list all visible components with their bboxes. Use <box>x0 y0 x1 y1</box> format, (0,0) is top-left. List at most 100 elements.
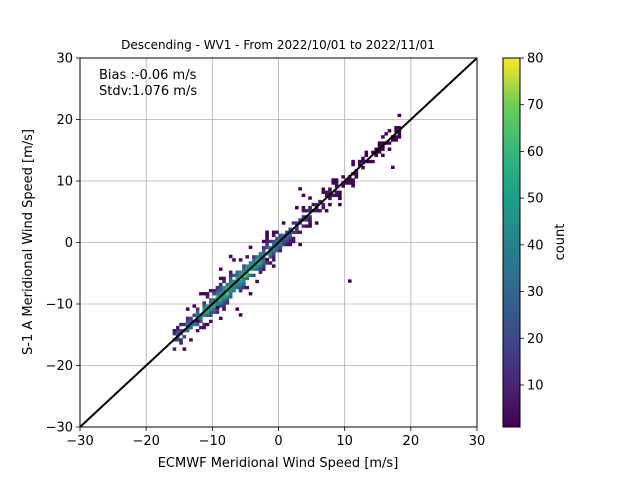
density-cell <box>311 202 316 207</box>
density-cell <box>291 221 296 225</box>
density-cell <box>222 307 226 311</box>
density-cell <box>195 310 200 314</box>
colorbar-tick-label: 80 <box>527 52 544 67</box>
bias-annotation: Bias :-0.06 m/s <box>99 68 197 83</box>
density-cell <box>179 322 183 327</box>
density-cell <box>275 230 279 234</box>
density-cell <box>261 252 266 256</box>
density-cell <box>232 288 236 293</box>
x-axis-label: ECMWF Meridional Wind Speed [m/s] <box>158 456 399 471</box>
density-cell <box>242 285 246 290</box>
density-cell <box>252 273 256 277</box>
colorbar: 10 20 30 40 50 60 70 80 count <box>502 52 568 428</box>
density-cell <box>202 322 207 327</box>
density-cell <box>265 233 269 238</box>
density-cell <box>301 205 306 210</box>
density-cell <box>189 316 193 321</box>
density-cell <box>285 239 289 244</box>
density-cell <box>222 304 226 308</box>
density-cell <box>295 230 299 234</box>
density-cell <box>222 288 226 293</box>
density-cell <box>347 181 352 185</box>
density-cell <box>265 245 269 250</box>
density-cell <box>271 264 276 268</box>
y-axis-label: S-1 A Meridional Wind Speed [m/s] <box>21 129 36 355</box>
density-cell <box>351 181 355 185</box>
density-cell <box>238 288 243 293</box>
y-tick-label: −30 <box>46 421 73 436</box>
density-cell <box>245 255 250 259</box>
density-cell <box>351 159 355 164</box>
x-tick-label: −10 <box>199 434 226 449</box>
density-cell <box>228 273 233 277</box>
density-cell <box>238 279 243 284</box>
x-tick-label: −20 <box>132 434 159 449</box>
density-cell <box>285 242 289 247</box>
density-cell <box>225 298 230 302</box>
density-cell <box>218 282 223 287</box>
density-cell <box>182 347 187 351</box>
density-cell <box>218 292 223 296</box>
density-cell <box>341 184 345 188</box>
density-cell <box>248 261 253 265</box>
density-cell <box>354 172 359 176</box>
density-cell <box>295 221 299 225</box>
density-cell <box>242 279 246 284</box>
density-cell <box>215 288 220 293</box>
density-cell <box>278 233 283 238</box>
density-cell <box>238 270 243 274</box>
density-cell <box>261 249 266 253</box>
density-cell <box>304 218 309 222</box>
density-cell <box>321 205 326 210</box>
density-cell <box>384 132 388 136</box>
density-cell <box>212 310 216 314</box>
density-cell <box>205 292 210 296</box>
y-tick-label: −10 <box>46 298 73 313</box>
density-cell <box>321 190 326 194</box>
density-cell <box>245 276 250 281</box>
density-cell <box>172 332 177 336</box>
density-cell <box>288 233 293 238</box>
density-cell <box>199 292 203 296</box>
colorbar-tick-label: 20 <box>527 332 544 347</box>
density-cell <box>394 129 398 133</box>
density-cell <box>394 138 398 142</box>
density-cell <box>387 147 392 151</box>
density-cell <box>215 292 220 296</box>
density-cell <box>268 252 273 256</box>
density-cell <box>228 292 233 296</box>
density-cell <box>258 255 263 259</box>
density-cell <box>338 202 342 207</box>
density-cell <box>387 129 392 133</box>
density-cell <box>308 221 312 225</box>
density-cell <box>357 159 362 164</box>
colorbar-label: count <box>553 224 568 261</box>
density-cell <box>308 215 312 219</box>
density-cell <box>209 288 213 293</box>
density-cell <box>252 258 256 262</box>
density-cell <box>179 341 183 345</box>
density-cell <box>228 270 233 274</box>
density-cell <box>258 261 263 265</box>
density-cell <box>361 156 365 161</box>
density-cell <box>298 230 302 234</box>
density-cell <box>228 254 233 259</box>
density-cell <box>195 313 200 317</box>
density-cell <box>192 313 197 317</box>
density-cell <box>195 328 200 333</box>
density-cell <box>199 319 203 324</box>
density-cell <box>331 178 336 182</box>
density-cell <box>212 288 216 293</box>
density-cell <box>255 264 259 268</box>
density-cell <box>248 273 253 277</box>
density-cell <box>192 322 197 327</box>
density-cell <box>334 193 339 198</box>
density-cell <box>308 209 312 213</box>
density-cell <box>381 135 385 139</box>
density-cell <box>232 258 236 262</box>
density-cell <box>314 221 319 225</box>
density-cell <box>218 288 223 293</box>
colorbar-tick-label: 50 <box>527 192 544 207</box>
